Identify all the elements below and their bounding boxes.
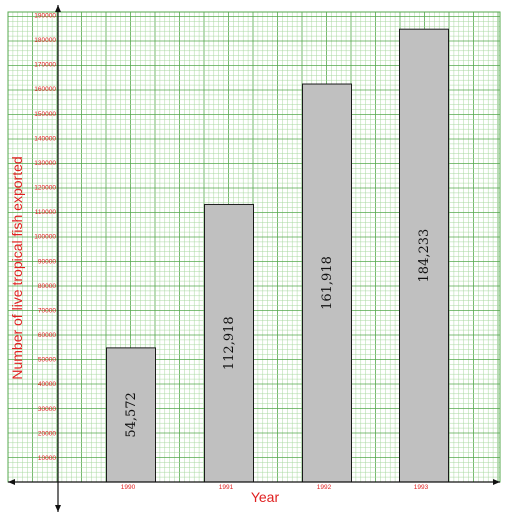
y-tick-label: 100000 [34,234,56,241]
y-tick-label: 30000 [38,406,56,413]
y-tick-label: 190000 [34,13,56,20]
y-tick-label: 170000 [34,62,56,69]
axes [8,5,500,512]
x-axis-title: Year [251,489,280,505]
bar-1992 [302,83,352,483]
bars: 54,572 112,918 161,918 184,233 [106,28,449,483]
y-tick-label: 50000 [38,357,56,364]
y-tick-label: 180000 [34,37,56,44]
x-tick-label: 1991 [219,484,234,491]
y-tick-label: 150000 [34,111,56,118]
y-tick-label: 120000 [34,185,56,192]
bar-value-label: 161,918 [320,256,335,310]
bar-1993 [399,28,449,483]
x-tick-label: 1992 [317,484,332,491]
y-tick-label: 140000 [34,135,56,142]
y-axis-title: Number of live tropical fish exported [9,156,25,379]
y-tick-label: 160000 [34,86,56,93]
y-axis-top-arrow [55,5,61,12]
y-axis-bottom-arrow [55,505,61,512]
bar-1990 [106,347,156,483]
y-tick-label: 60000 [38,332,56,339]
x-axis-right-arrow [493,479,500,485]
bar-1991 [204,203,254,483]
y-tick-label: 90000 [38,258,56,265]
bar-value-label: 184,233 [417,229,432,283]
bar-value-label: 54,572 [124,392,139,438]
y-tick-label: 110000 [35,209,57,216]
bar-value-label: 112,918 [222,316,237,370]
y-tick-label: 20000 [38,430,56,437]
y-tick-label: 10000 [38,455,56,462]
x-tick-label: 1993 [414,484,429,491]
y-tick-label: 70000 [38,307,56,314]
x-tick-label: 1990 [121,484,136,491]
y-tick-label: 80000 [38,283,56,290]
x-axis-left-arrow [8,479,15,485]
y-tick-label: 130000 [34,160,56,167]
tick-labels: 10000 20000 30000 40000 50000 60000 70000 80000… [34,13,428,492]
y-tick-label: 40000 [38,381,56,388]
